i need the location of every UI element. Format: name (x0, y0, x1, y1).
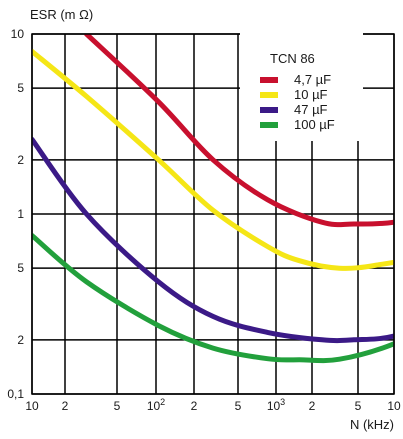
legend-swatch (260, 122, 278, 128)
legend-label: 100 µF (294, 117, 335, 132)
series-line-3 (32, 136, 394, 344)
legend-label: 47 µF (294, 102, 328, 117)
x-tick-label: 2 (62, 399, 69, 413)
y-tick-label: 10 (11, 27, 25, 41)
legend-label: 10 µF (294, 87, 328, 102)
legend-swatch (260, 92, 278, 98)
y-tick-label: 2 (17, 333, 24, 347)
y-tick-label: 5 (17, 261, 24, 275)
x-tick-label: 2 (309, 399, 316, 413)
y-tick-label: 0,1 (7, 387, 24, 401)
x-tick-label: 103 (267, 397, 285, 413)
y-axis-title: ESR (m Ω) (30, 7, 93, 22)
x-axis-title: N (kHz) (350, 417, 394, 432)
x-tick-label: 10 (387, 399, 401, 413)
series-line-4 (32, 233, 394, 364)
x-tick-label: 10 (25, 399, 39, 413)
y-tick-label: 1 (17, 207, 24, 221)
x-tick-label: 5 (235, 399, 242, 413)
x-tick-label: 2 (191, 399, 198, 413)
x-tick-label: 5 (355, 399, 362, 413)
y-tick-label: 5 (17, 81, 24, 95)
x-tick-label: 102 (147, 397, 165, 413)
legend-swatch (260, 77, 278, 83)
legend-label: 4,7 µF (294, 72, 331, 87)
series-layer (32, 34, 394, 364)
series-line-2 (32, 48, 394, 271)
x-tick-label: 5 (114, 399, 121, 413)
series-line-1 (84, 34, 394, 228)
legend-swatch (260, 107, 278, 113)
legend-title: TCN 86 (270, 51, 315, 66)
y-tick-label: 2 (17, 153, 24, 167)
plot-frame (31, 33, 395, 395)
